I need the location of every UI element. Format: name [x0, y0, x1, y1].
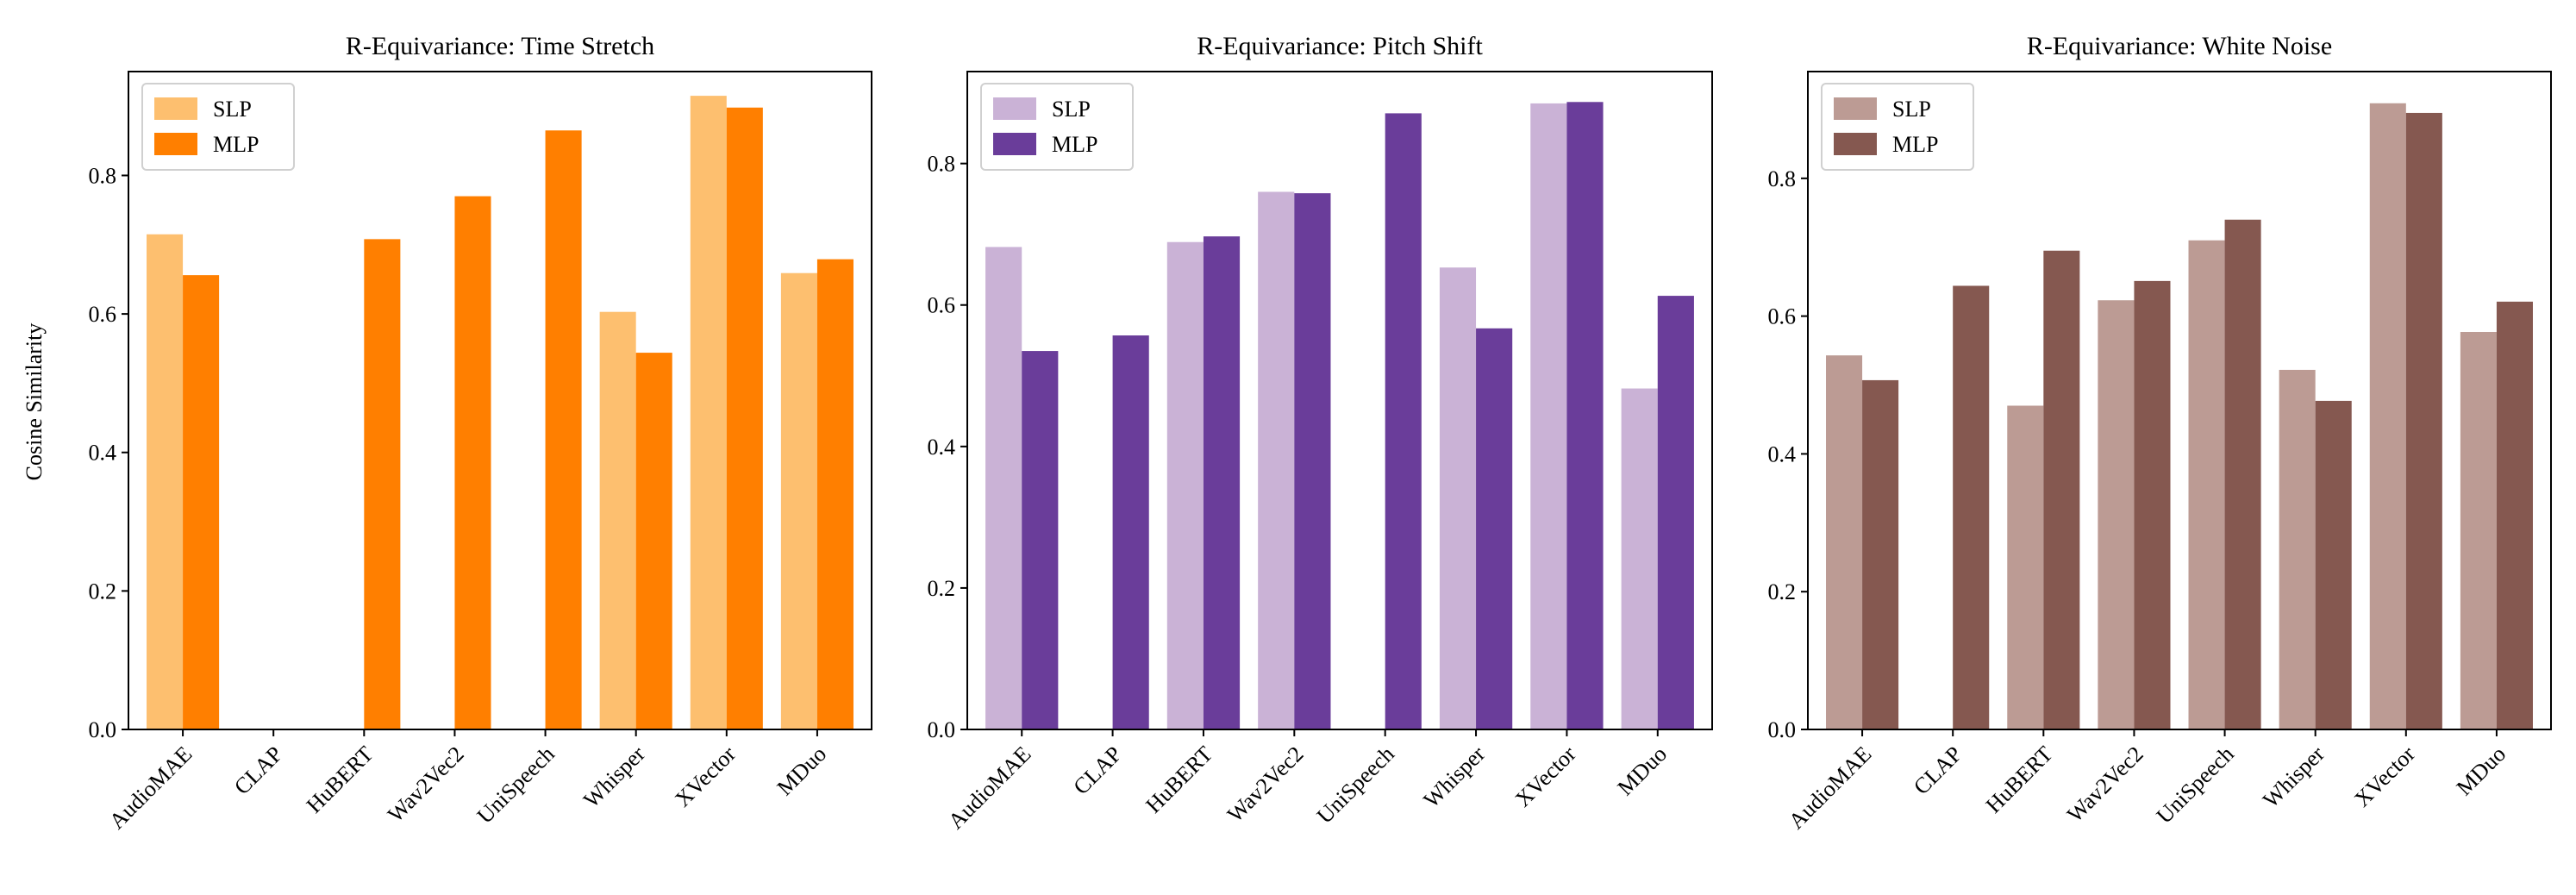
bar-mlp-mduo: [816, 259, 853, 729]
bar-mlp-mduo: [2496, 301, 2533, 729]
bar-mlp-hubert: [2043, 250, 2080, 730]
chart-title: R-Equivariance: Time Stretch: [346, 32, 654, 60]
y-tick-label: 0.2: [89, 579, 117, 604]
y-tick-label: 0.8: [928, 152, 956, 177]
bar-slp-xvector: [1530, 103, 1567, 730]
legend-label-mlp: MLP: [1892, 132, 1938, 157]
y-tick-label: 0.6: [89, 302, 117, 327]
bar-slp-audiomae: [985, 247, 1022, 730]
bar-slp-whisper: [599, 311, 636, 729]
y-tick-label: 0.4: [1768, 441, 1797, 466]
y-tick-label: 0.4: [89, 441, 117, 466]
y-tick-label: 0.2: [928, 576, 956, 601]
bar-slp-wav2vec2: [1258, 191, 1295, 730]
legend-label-mlp: MLP: [213, 132, 259, 157]
legend: SLP MLP: [1821, 83, 1974, 171]
chart-title: R-Equivariance: White Noise: [2027, 32, 2332, 60]
bar-slp-wav2vec2: [2098, 300, 2135, 729]
bar-slp-xvector: [2369, 103, 2406, 729]
y-tick-label: 0.0: [928, 717, 956, 742]
y-tick-label: 0.2: [1768, 579, 1797, 604]
y-tick-label: 0.8: [1768, 166, 1797, 191]
bar-mlp-wav2vec2: [454, 196, 491, 729]
bar-mlp-unispeech: [1385, 113, 1422, 729]
legend-swatch-slp: [993, 97, 1036, 120]
bar-mlp-xvector: [1566, 102, 1604, 729]
legend-label-slp: SLP: [213, 97, 252, 122]
y-tick-label: 0.8: [89, 163, 117, 188]
y-tick-label: 0.6: [928, 293, 956, 318]
bar-slp-audiomae: [147, 234, 184, 729]
chart-title: R-Equivariance: Pitch Shift: [1197, 32, 1483, 60]
legend-label-slp: SLP: [1052, 97, 1091, 122]
bar-slp-hubert: [1166, 241, 1204, 730]
y-tick-label: 0.0: [1768, 717, 1797, 742]
bar-mlp-unispeech: [545, 130, 582, 729]
bar-mlp-wav2vec2: [1294, 193, 1331, 730]
bar-slp-mduo: [2460, 332, 2497, 729]
bar-slp-xvector: [690, 96, 727, 730]
legend-label-mlp: MLP: [1052, 132, 1097, 157]
axes-frame: [966, 71, 1713, 730]
legend-swatch-mlp: [993, 133, 1036, 155]
bar-slp-audiomae: [1826, 355, 1863, 729]
bar-mlp-clap: [1112, 335, 1149, 729]
legend-swatch-slp: [1834, 97, 1877, 120]
y-tick-label: 0.4: [928, 435, 956, 460]
bar-mlp-unispeech: [2224, 219, 2261, 729]
bar-mlp-whisper: [2315, 400, 2352, 729]
bar-mlp-xvector: [726, 107, 763, 729]
axes-frame: [128, 71, 872, 730]
bar-mlp-hubert: [364, 239, 401, 729]
legend-label-slp: SLP: [1892, 97, 1931, 122]
y-tick-label: 0.0: [89, 717, 117, 742]
y-tick-label: 0.6: [1768, 304, 1797, 329]
bar-mlp-wav2vec2: [2134, 280, 2171, 729]
legend: SLP MLP: [141, 83, 295, 171]
bar-mlp-whisper: [1476, 328, 1513, 729]
legend: SLP MLP: [980, 83, 1134, 171]
bar-slp-hubert: [2007, 405, 2044, 729]
bar-slp-whisper: [1439, 267, 1477, 729]
bar-slp-unispeech: [2188, 240, 2225, 729]
bar-mlp-audiomae: [1862, 379, 1899, 729]
bar-slp-whisper: [2279, 369, 2316, 729]
bar-mlp-whisper: [635, 353, 672, 729]
axes-frame: [1807, 71, 2552, 730]
bar-mlp-hubert: [1203, 236, 1241, 729]
bar-mlp-audiomae: [183, 275, 220, 729]
bar-mlp-xvector: [2405, 112, 2442, 729]
bar-slp-mduo: [1621, 388, 1658, 729]
legend-swatch-slp: [154, 97, 197, 120]
bar-mlp-clap: [1953, 285, 1990, 730]
bar-mlp-audiomae: [1022, 351, 1059, 729]
legend-swatch-mlp: [1834, 133, 1877, 155]
y-axis-label: Cosine Similarity: [22, 323, 47, 481]
bar-mlp-mduo: [1657, 296, 1694, 729]
bar-slp-mduo: [780, 272, 817, 730]
legend-swatch-mlp: [154, 133, 197, 155]
